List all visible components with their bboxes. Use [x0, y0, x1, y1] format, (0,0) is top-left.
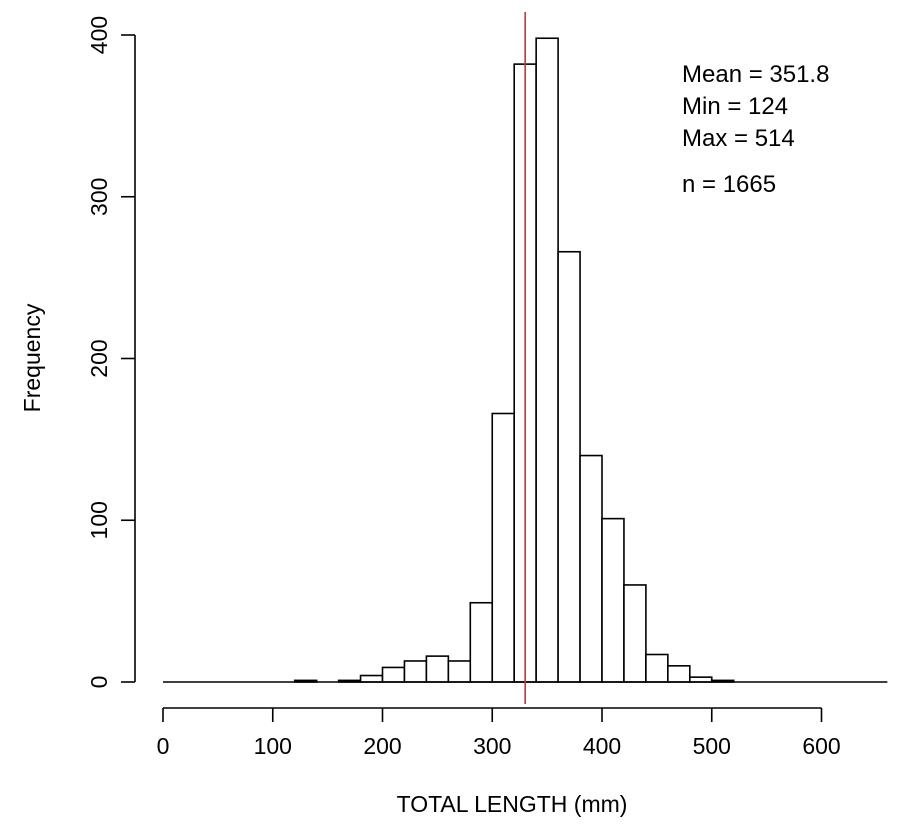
- x-tick-label: 600: [802, 733, 840, 759]
- x-tick-label: 500: [693, 733, 731, 759]
- x-tick-label: 0: [157, 733, 170, 759]
- histogram-bar: [645, 653, 669, 683]
- x-tick-label: 300: [473, 733, 511, 759]
- histogram-bar: [535, 37, 559, 683]
- y-tick-label: 400: [86, 16, 112, 54]
- histogram-bar: [403, 660, 428, 683]
- histogram-bar: [667, 665, 691, 683]
- stat-max: Max = 514: [682, 125, 795, 152]
- histogram-bar: [623, 584, 647, 683]
- stat-n: n = 1665: [682, 171, 776, 198]
- summary-stats: Mean = 351.8 Min = 124 Max = 514 n = 166…: [682, 61, 829, 198]
- x-tick-label: 200: [363, 733, 401, 759]
- x-tick-label: 400: [583, 733, 621, 759]
- x-axis-title: TOTAL LENGTH (mm): [397, 791, 628, 817]
- y-tick-label: 0: [86, 676, 112, 689]
- histogram-bar: [469, 601, 494, 683]
- histogram-bar: [601, 517, 625, 683]
- histogram-bar: [491, 412, 516, 683]
- stat-min: Min = 124: [682, 93, 788, 120]
- histogram-bar: [579, 454, 603, 683]
- y-axis: 0 100 200 300 400: [86, 16, 136, 689]
- histogram-bars: [293, 37, 735, 683]
- y-axis-title: Frequency: [19, 303, 45, 412]
- histogram-bar: [359, 674, 384, 683]
- stat-mean: Mean = 351.8: [682, 61, 829, 88]
- histogram-bar: [447, 660, 472, 683]
- y-tick-label: 200: [86, 339, 112, 377]
- y-tick-label: 300: [86, 178, 112, 216]
- histogram-bar: [557, 250, 581, 683]
- y-tick-label: 100: [86, 501, 112, 539]
- x-axis: 0 100 200 300 400 500 600: [157, 707, 841, 759]
- histogram-bar: [425, 655, 450, 683]
- histogram-bar: [381, 666, 406, 683]
- x-tick-label: 100: [254, 733, 292, 759]
